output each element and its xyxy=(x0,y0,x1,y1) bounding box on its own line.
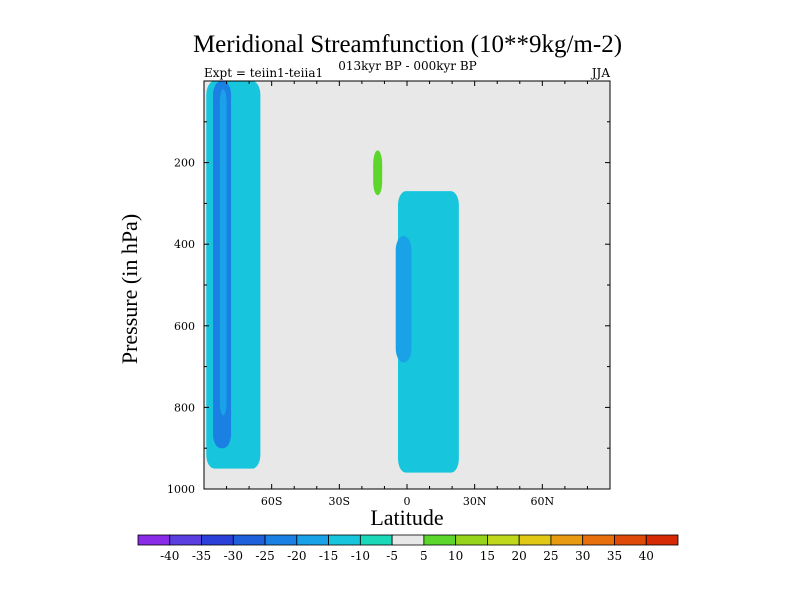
colorbar-swatch xyxy=(137,534,171,546)
y-tick-label: 1000 xyxy=(167,483,195,496)
colorbar-swatch xyxy=(455,534,488,546)
contour-region-upper-positive-cell-2 xyxy=(404,138,423,183)
colorbar-label: -35 xyxy=(192,549,211,563)
colorbar-swatch xyxy=(201,534,234,546)
colorbar-swatch xyxy=(518,534,552,546)
colorbar-label: 15 xyxy=(480,549,495,563)
y-tick-label: 200 xyxy=(174,157,195,170)
y-tick-label: 600 xyxy=(174,320,195,333)
x-tick-label: 30S xyxy=(329,495,351,508)
colorbar-label: -10 xyxy=(351,549,370,563)
chart-subtitle: 013kyr BP - 000kyr BP xyxy=(338,59,477,73)
x-tick-label: 60S xyxy=(261,495,283,508)
colorbar-swatch xyxy=(645,534,679,546)
x-tick-label: 0 xyxy=(404,495,411,508)
y-tick-label: 800 xyxy=(174,401,195,414)
colorbar-label: 40 xyxy=(639,549,654,563)
contour-region-nh-positive-band xyxy=(517,81,525,453)
x-tick-label: 60N xyxy=(531,495,555,508)
contour-regions xyxy=(206,81,547,473)
contour-region-equatorial-cell xyxy=(397,191,459,473)
y-tick-label: 400 xyxy=(174,238,195,251)
colorbar-label: 10 xyxy=(448,549,463,563)
colorbar-label: 5 xyxy=(420,549,428,563)
contour-region-nh-positive-band-2 xyxy=(540,81,547,445)
colorbar-swatch xyxy=(614,534,647,546)
colorbar-swatch xyxy=(487,534,520,546)
colorbar-label: -5 xyxy=(386,549,398,563)
colorbar: -40 -35 -30 -25 -20 -15 -10 -5 5 10 15 20 25 30 35 40 xyxy=(137,534,679,563)
colorbar-swatch xyxy=(169,534,202,546)
colorbar-label: 20 xyxy=(512,549,527,563)
colorbar-swatch xyxy=(391,534,425,546)
colorbar-label: 35 xyxy=(607,549,622,563)
x-tick-label: 30N xyxy=(463,495,487,508)
colorbar-label: -25 xyxy=(255,549,274,563)
contour-region-sh-polar-inner xyxy=(219,89,227,416)
axes: 60S 30S 0 30N 60N 200 400 600 800 1000 xyxy=(167,81,610,508)
colorbar-swatch xyxy=(582,534,615,546)
colorbar-swatch xyxy=(423,534,457,546)
contour-region-equatorial-core xyxy=(395,236,412,363)
season-label: JJA xyxy=(591,66,610,80)
colorbar-swatch xyxy=(328,534,361,546)
colorbar-label: -30 xyxy=(224,549,243,563)
colorbar-label: -20 xyxy=(287,549,306,563)
colorbar-label: 30 xyxy=(575,549,590,563)
x-axis-label: Latitude xyxy=(370,505,444,530)
colorbar-label: -15 xyxy=(319,549,338,563)
colorbar-swatch xyxy=(359,534,393,546)
contour-region-upper-positive-core xyxy=(373,150,383,196)
colorbar-swatch xyxy=(232,534,266,546)
experiment-label: Expt = teiin1-teiia1 xyxy=(204,66,324,80)
colorbar-swatch xyxy=(296,534,329,546)
colorbar-label: 25 xyxy=(543,549,558,563)
colorbar-swatch xyxy=(264,534,298,546)
chart-title: Meridional Streamfunction (10**9kg/m-2) xyxy=(192,31,623,58)
colorbar-swatch xyxy=(550,534,584,546)
colorbar-label: -40 xyxy=(160,549,179,563)
